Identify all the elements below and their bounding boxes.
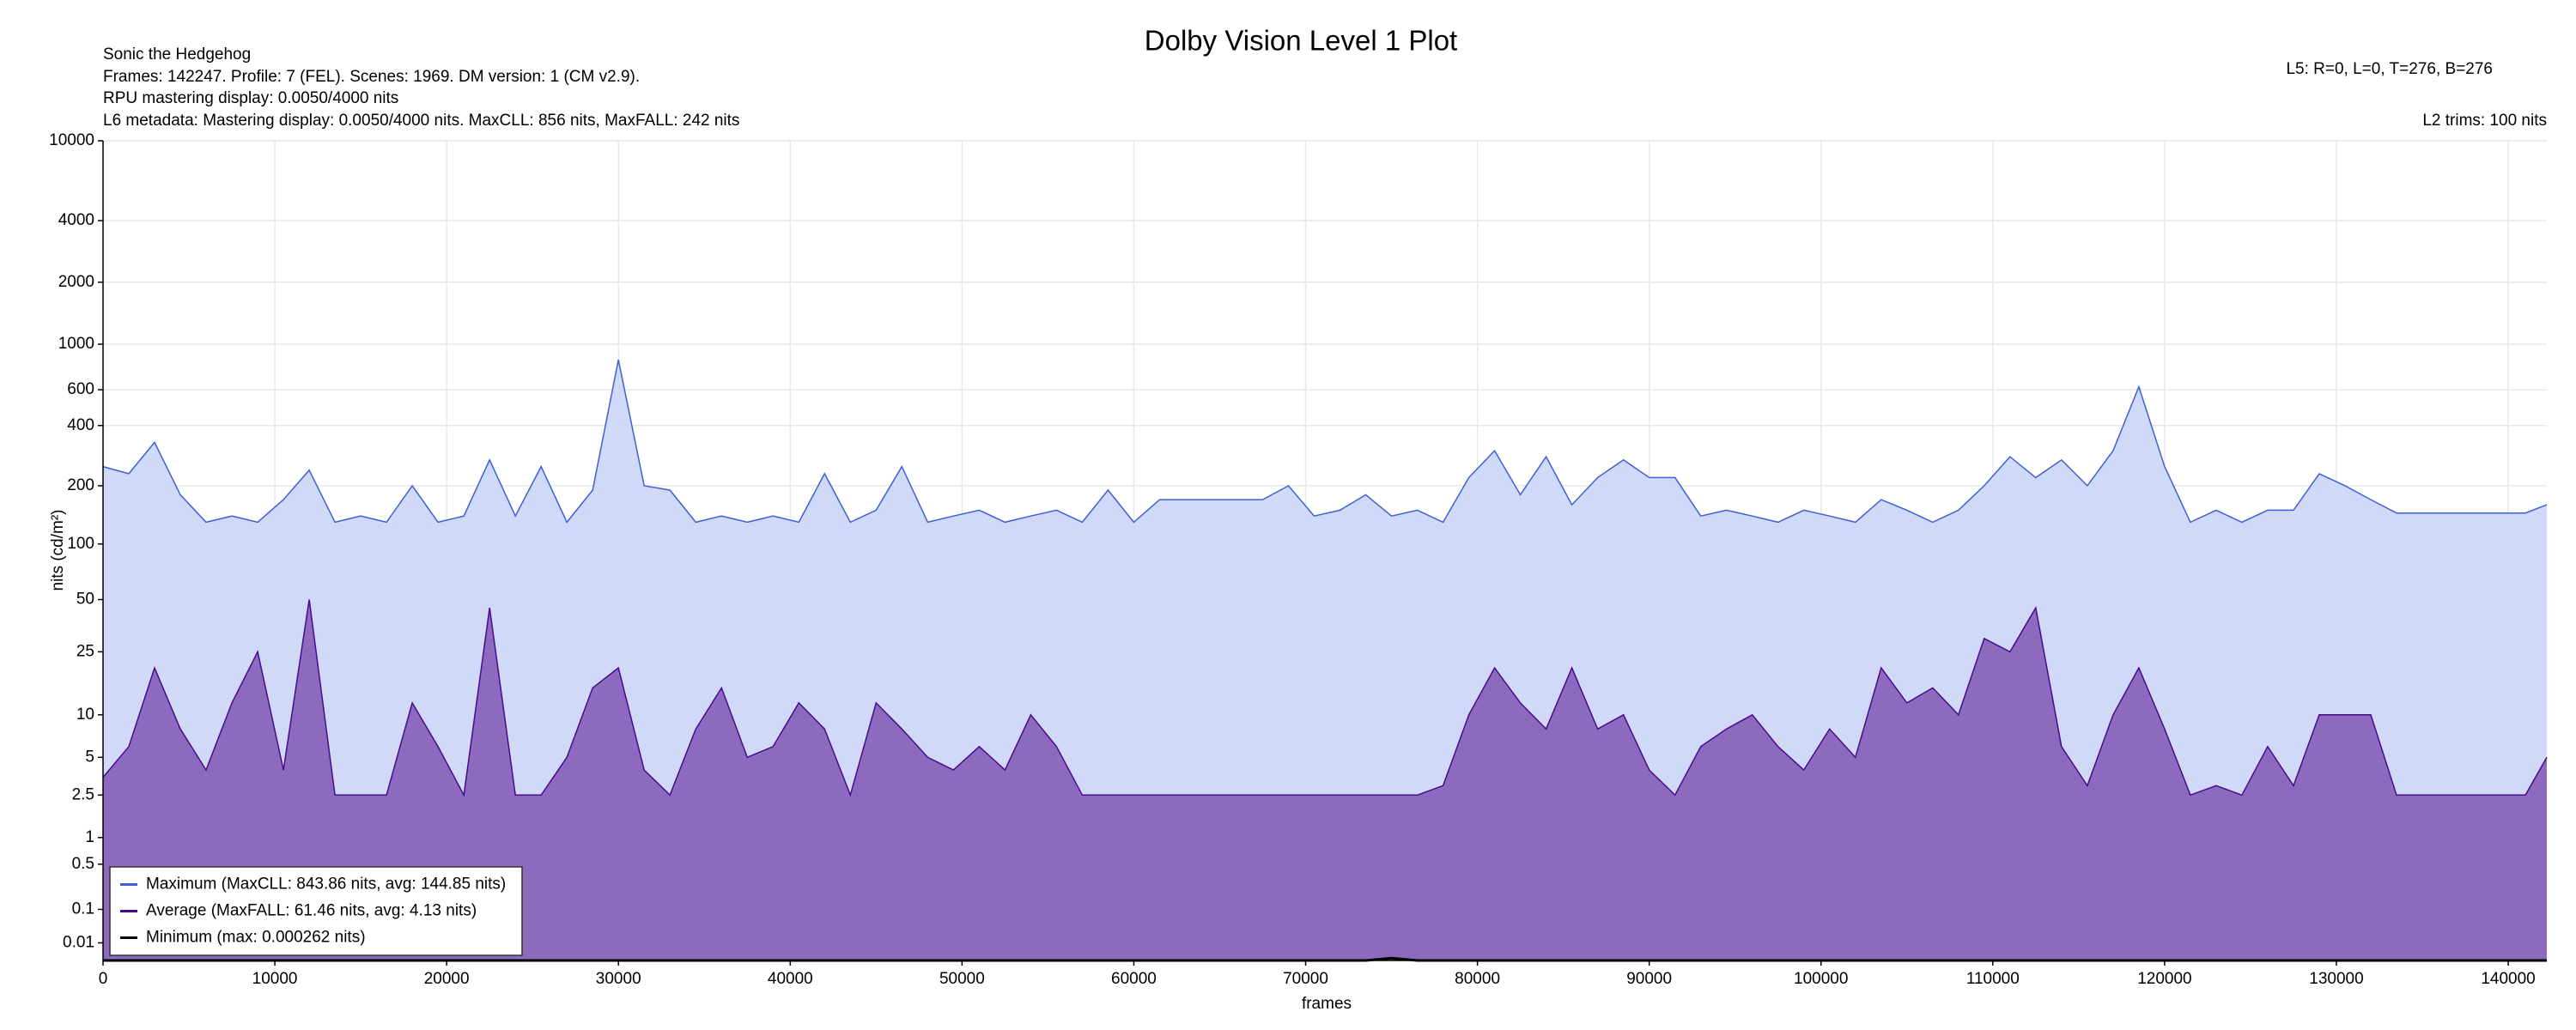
y-tick-label: 0.01 (63, 933, 94, 951)
x-tick-label: 70000 (1283, 970, 1328, 988)
y-tick-label: 0.5 (72, 855, 94, 873)
info-text: L2 trims: 100 nits (2422, 112, 2547, 130)
y-tick-label: 4000 (58, 211, 94, 229)
x-tick-label: 10000 (252, 970, 298, 988)
y-tick-label: 2.5 (72, 785, 94, 803)
info-text: Frames: 142247. Profile: 7 (FEL). Scenes… (103, 68, 640, 86)
legend-label: Minimum (max: 0.000262 nits) (146, 929, 366, 947)
x-tick-label: 60000 (1111, 970, 1157, 988)
x-tick-label: 90000 (1626, 970, 1672, 988)
x-axis-label: frames (1302, 995, 1352, 1013)
x-tick-label: 80000 (1455, 970, 1500, 988)
x-tick-label: 130000 (2309, 970, 2363, 988)
line (102, 359, 2548, 524)
x-tick-label: 140000 (2481, 970, 2535, 988)
y-tick-label: 5 (85, 748, 94, 766)
legend-box (109, 866, 523, 956)
info-text: L6 metadata: Mastering display: 0.0050/4… (103, 112, 739, 130)
x-tick-label: 30000 (596, 970, 641, 988)
line (102, 599, 2548, 797)
y-axis-label: nits (cd/m²) (49, 510, 67, 591)
y-tick-label: 25 (76, 642, 94, 660)
y-tick-label: 10000 (49, 131, 94, 149)
x-tick-label: 120000 (2137, 970, 2191, 988)
chart-title: Dolby Vision Level 1 Plot (1145, 25, 1457, 57)
area (103, 599, 2547, 960)
legend-label: Average (MaxFALL: 61.46 nits, avg: 4.13 … (146, 902, 477, 920)
info-text: Sonic the Hedgehog (103, 45, 251, 64)
y-tick-label: 400 (67, 416, 94, 434)
y-tick-label: 50 (76, 591, 94, 609)
y-tick-label: 200 (67, 476, 94, 494)
y-tick-label: 100 (67, 535, 94, 553)
x-tick-label: 110000 (1966, 970, 2020, 988)
y-tick-label: 600 (67, 380, 94, 398)
info-text: L5: R=0, L=0, T=276, B=276 (2286, 60, 2493, 78)
y-tick-label: 0.1 (72, 900, 94, 918)
y-tick-label: 1000 (58, 335, 94, 353)
x-tick-label: 20000 (424, 970, 470, 988)
y-tick-label: 10 (76, 706, 94, 724)
info-text: RPU mastering display: 0.0050/4000 nits (103, 89, 398, 107)
x-tick-label: 40000 (768, 970, 813, 988)
y-tick-label: 1 (85, 828, 94, 846)
x-tick-label: 0 (99, 970, 108, 988)
y-tick-label: 2000 (58, 273, 94, 291)
x-tick-label: 100000 (1794, 970, 1848, 988)
legend-label: Maximum (MaxCLL: 843.86 nits, avg: 144.8… (146, 876, 506, 894)
x-tick-label: 50000 (939, 970, 985, 988)
